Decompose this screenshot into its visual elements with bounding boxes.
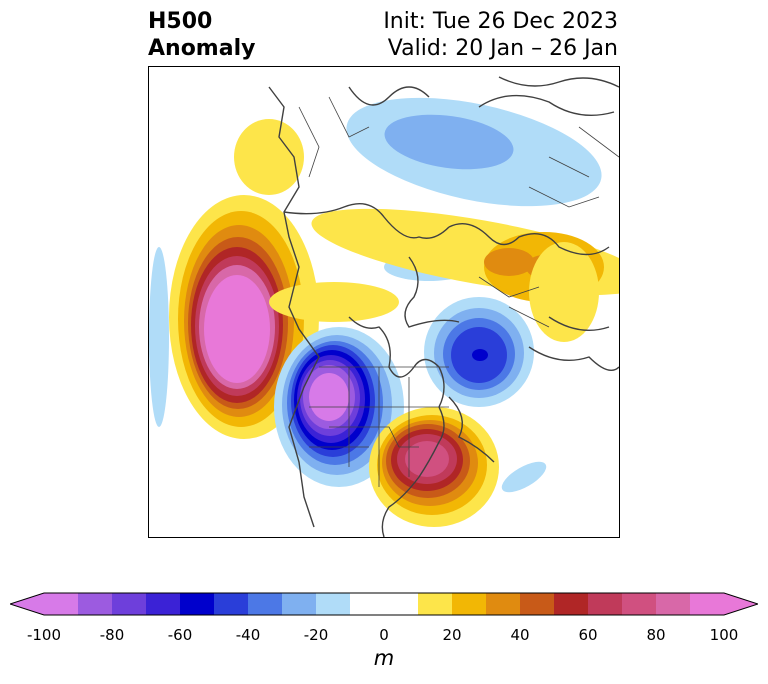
western-trough (274, 327, 404, 487)
colorbar-segment (214, 593, 249, 615)
colorbar-tick-label: -20 (303, 626, 329, 644)
colorbar-tick-label: -60 (167, 626, 193, 644)
colorbar-segment (452, 593, 487, 615)
colorbar-tick-label: 20 (442, 626, 462, 644)
coastal-ridge-extension (269, 282, 399, 322)
map-dates: Init: Tue 26 Dec 2023 Valid: 20 Jan – 26… (383, 8, 618, 62)
colorbar-segment (316, 593, 351, 615)
arctic-trough (346, 97, 602, 207)
colorbar-segment (146, 593, 181, 615)
colorbar-segment (656, 593, 691, 615)
colorbar-segment (44, 593, 79, 615)
colorbar-tick-label: -100 (26, 626, 62, 644)
anomaly-map (148, 66, 620, 538)
colorbar-tick-label: 0 (379, 626, 389, 644)
colorbar-tick-label: -40 (235, 626, 261, 644)
pacific-ridge (169, 195, 319, 439)
west-pacific-trough (149, 247, 169, 427)
title-variable: H500 (148, 9, 213, 34)
colorbar-min-extend (10, 593, 44, 615)
colorbar-tick-label: 80 (646, 626, 666, 644)
colorbar-segment (248, 593, 283, 615)
alaska-ridge (234, 119, 304, 195)
colorbar-tick-label: 100 (709, 626, 739, 644)
colorbar-segment (78, 593, 113, 615)
north-atlantic-trough (424, 297, 534, 407)
title-quantity: Anomaly (148, 36, 256, 61)
valid-range: Valid: 20 Jan – 26 Jan (387, 36, 618, 61)
eurasian-ridge (311, 208, 619, 342)
colorbar-segment (520, 593, 555, 615)
colorbar-segment (112, 593, 147, 615)
colorbar-segments (44, 593, 725, 615)
colorbar-max-extend (724, 593, 758, 615)
coastlines (268, 76, 619, 537)
colorbar-segment (486, 593, 521, 615)
colorbar-segment (554, 593, 589, 615)
colorbar-tick-label: 40 (510, 626, 530, 644)
colorbar-segment (384, 593, 419, 615)
colorbar-outline (10, 592, 758, 616)
colorbar (10, 592, 758, 616)
anomaly-map-svg (149, 76, 619, 537)
colorbar-tick-label: 60 (578, 626, 598, 644)
colorbar-segment (350, 593, 385, 615)
colorbar-tick-label: -80 (99, 626, 125, 644)
init-date: Init: Tue 26 Dec 2023 (383, 9, 618, 34)
colorbar-segment (622, 593, 657, 615)
borders (298, 96, 619, 487)
colorbar-segment (180, 593, 215, 615)
colorbar-segment (282, 593, 317, 615)
colorbar-segment (690, 593, 725, 615)
atlantic-trough (501, 461, 547, 493)
colorbar-units: m (373, 646, 395, 670)
colorbar-segment (418, 593, 453, 615)
map-title: H500 Anomaly (148, 8, 255, 62)
colorbar-segment (588, 593, 623, 615)
